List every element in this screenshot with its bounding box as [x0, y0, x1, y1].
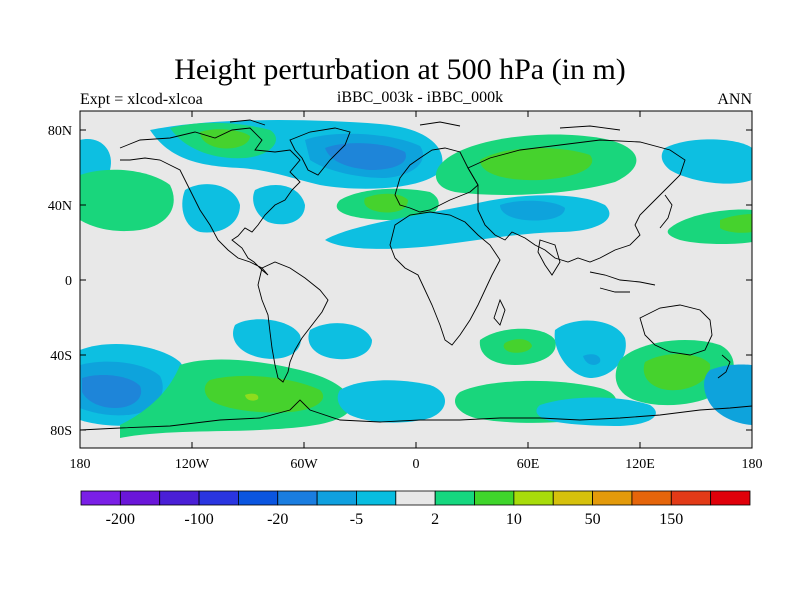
colorbar-swatch: [434, 490, 475, 506]
contour-field: [80, 120, 752, 438]
contour-negative-indian-inner: [583, 354, 601, 365]
contour-negative-south-atlantic-high-lat: [337, 380, 445, 423]
lat-label-0: 0: [65, 274, 72, 289]
contour-negative-north-pacific: [661, 139, 752, 184]
colorbar: [80, 490, 751, 506]
colorbar-swatch: [552, 490, 593, 506]
colorbar-tick-label: -100: [184, 511, 213, 528]
contour-negative-indian: [554, 320, 626, 378]
coastlines: [80, 119, 752, 431]
colorbar-labels: -200 -100 -20 -5 2 10 50 150: [106, 511, 684, 528]
coastline-madagascar: [493, 298, 506, 326]
contour-negative-southwest-pacific-core: [82, 374, 142, 408]
colorbar-swatch: [277, 490, 318, 506]
plot-title: Height perturbation at 500 hPa (in m): [174, 53, 626, 86]
coastline-greenland: [289, 127, 351, 176]
colorbar-swatch: [356, 490, 397, 506]
coastline-india: [537, 239, 561, 276]
colorbar-swatch: [159, 490, 200, 506]
colorbar-tick-label: -200: [106, 511, 135, 528]
colorbar-swatch: [513, 490, 554, 506]
lat-label-40s: 40S: [50, 349, 72, 364]
contour-positive-siberia-inner: [480, 148, 593, 181]
contour-positive-greenland-inner: [200, 129, 250, 149]
colorbar-tick-label: 50: [585, 511, 601, 528]
coastline-europe: [394, 147, 479, 213]
contour-positive-antarctic-peninsula-core: [245, 393, 259, 401]
coastline-japan: [659, 194, 673, 229]
coastline-australia: [639, 304, 713, 356]
colorbar-tick-label: -5: [350, 511, 363, 528]
lon-label-120w: 120W: [175, 457, 210, 472]
lat-label-80s: 80S: [50, 424, 72, 439]
contour-negative-north-atlantic-core: [325, 143, 406, 170]
lat-label-40n: 40N: [48, 199, 72, 214]
experiment-difference-label: iBBC_003k - iBBC_000k: [336, 89, 504, 106]
contour-positive-east-pacific: [80, 169, 174, 232]
period-label: ANN: [717, 91, 752, 108]
coastline-asia: [467, 139, 686, 263]
experiment-label: Expt = xlcod-xlcoa: [80, 91, 203, 108]
contour-negative-south-atlantic: [308, 323, 372, 360]
lat-label-80n: 80N: [48, 124, 72, 139]
colorbar-swatch: [592, 490, 633, 506]
colorbar-tick-label: -20: [267, 511, 288, 528]
coastline-south-america: [257, 261, 329, 383]
colorbar-swatch: [238, 490, 279, 506]
coastline-new-zealand: [717, 354, 731, 379]
contour-negative-north-america: [182, 184, 240, 233]
colorbar-swatch: [395, 490, 436, 506]
colorbar-swatch: [316, 490, 357, 506]
colorbar-swatch: [198, 490, 239, 506]
colorbar-swatch: [80, 490, 121, 506]
colorbar-swatch: [670, 490, 712, 506]
longitude-axis: 180 120W 60W 0 60E 120E 180: [70, 111, 763, 472]
lon-label-180-left: 180: [70, 457, 91, 472]
colorbar-swatch: [474, 490, 515, 506]
lon-label-60e: 60E: [517, 457, 540, 472]
colorbar-swatch: [631, 490, 672, 506]
lon-label-180-right: 180: [742, 457, 763, 472]
coastline-arctic-islands: [229, 119, 621, 131]
colorbar-tick-label: 150: [659, 511, 683, 528]
colorbar-tick-label: 2: [431, 511, 439, 528]
coastline-antarctica: [80, 399, 752, 431]
contour-positive-antarctic-peninsula-inner: [204, 375, 324, 413]
lon-label-120e: 120E: [625, 457, 655, 472]
contour-negative-south-pacific: [233, 319, 301, 359]
coastline-africa: [389, 211, 501, 346]
coastline-indonesia: [589, 271, 656, 293]
contour-positive-south-indian-core: [503, 339, 532, 353]
contour-negative-eurasia-inner: [500, 200, 565, 221]
latitude-axis: 80N 40N 0 40S 80S: [48, 124, 752, 439]
lon-label-0: 0: [413, 457, 420, 472]
colorbar-swatch: [710, 490, 751, 506]
colorbar-swatch: [119, 490, 161, 506]
coastline-north-america: [119, 127, 301, 276]
contour-negative-southeast-pacific: [704, 364, 752, 425]
contour-positive-northwest-pacific-inner: [720, 214, 752, 233]
colorbar-tick-label: 10: [506, 511, 522, 528]
lon-label-60w: 60W: [290, 457, 318, 472]
contour-positive-australia-south-inner: [643, 353, 711, 391]
